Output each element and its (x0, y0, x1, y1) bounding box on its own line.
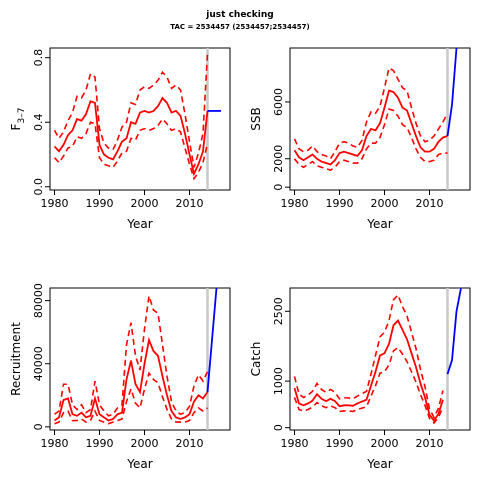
f-lower-line (53, 117, 209, 181)
catch-xtick-label: 1980 (281, 437, 309, 450)
catch-ytick-label: 2500 (272, 297, 285, 325)
f-plot-frame (49, 47, 231, 191)
recruitment-upper-line (54, 295, 209, 417)
catch-xtick-label: 1990 (326, 437, 354, 450)
recruitment-ylabel-main: Recruitment (9, 322, 23, 396)
f-xtick-label: 2010 (176, 197, 204, 210)
ssb-forecast-line (446, 48, 458, 137)
ssb-xlabel: Year (366, 217, 392, 231)
catch-ytick-label: 0 (272, 424, 285, 431)
panel-ssb: 1980 1990 2000 2010 0 2000 6000 Year SSB (249, 47, 471, 231)
recruitment-ylabel: Recruitment (9, 322, 23, 396)
catch-estimate-line (293, 319, 444, 423)
ssb-xtick-label: 2010 (416, 197, 444, 210)
catch-ylabel-main: Catch (249, 342, 263, 377)
f-ylabel: F3–7 (9, 108, 27, 131)
ssb-ytick-label: 0 (272, 184, 285, 191)
ssb-xtick-label: 2000 (371, 197, 399, 210)
recruitment-plot-frame (49, 287, 231, 431)
catch-xtick-label: 2000 (371, 437, 399, 450)
chart-title: just checking (206, 10, 274, 20)
ssb-ylabel: SSB (249, 107, 263, 130)
recruitment-ytick-label: 40000 (32, 346, 45, 381)
f-ylabel-sub: 3–7 (17, 108, 27, 124)
f-ylabel-main: F (9, 123, 23, 130)
recruitment-estimate-line (53, 336, 209, 422)
recruitment-forecast-line (206, 288, 218, 393)
catch-upper-line (293, 293, 444, 420)
ssb-plot-frame (289, 47, 471, 191)
f-estimate-line (53, 96, 209, 177)
panel-recruitment: 1980 1990 2000 2010 0 40000 80000 Year Recruitme… (9, 283, 231, 471)
f-ytick-label: 0.4 (32, 113, 45, 130)
catch-ytick-label: 1000 (272, 367, 285, 395)
recruitment-xtick-label: 2010 (176, 437, 204, 450)
catch-xlabel: Year (366, 457, 392, 471)
recruitment-ytick-label: 80000 (32, 283, 45, 318)
catch-ylabel: Catch (249, 342, 263, 377)
f-upper-line (53, 52, 209, 168)
recruitment-ytick-label: 0 (32, 423, 45, 430)
ssb-estimate-line (293, 89, 448, 166)
recruitment-xtick-label: 1980 (41, 437, 69, 450)
f-xlabel: Year (126, 217, 152, 231)
catch-plot-frame (289, 287, 471, 431)
recruitment-xlabel: Year (126, 457, 152, 471)
ssb-ytick-label: 2000 (272, 145, 285, 173)
recruitment-xtick-label: 1990 (86, 437, 114, 450)
f-ytick-label: 0.0 (32, 178, 45, 196)
ssb-upper-line (293, 66, 449, 160)
chart-subtitle: TAC = 2534457 (2534457;2534457) (170, 23, 310, 31)
f-ytick-label: 0.8 (32, 49, 45, 67)
f-xtick-label: 1980 (41, 197, 69, 210)
catch-forecast-line (446, 288, 462, 375)
panel-catch: 1980 1990 2000 2010 0 1000 2500 Year Catch (249, 287, 471, 471)
panel-f: 1980 1990 2000 2010 0.0 0.4 0.8 Year F3–7 (9, 47, 231, 231)
catch-lower-line (293, 346, 444, 425)
catch-xtick-label: 2010 (416, 437, 444, 450)
f-xtick-label: 2000 (131, 197, 159, 210)
recruitment-xtick-label: 2000 (131, 437, 159, 450)
f-xtick-label: 1990 (86, 197, 114, 210)
ssb-xtick-label: 1980 (281, 197, 309, 210)
ssb-xtick-label: 1990 (326, 197, 354, 210)
ssb-lower-line (293, 108, 448, 171)
ssb-ytick-label: 6000 (272, 88, 285, 116)
ssb-ylabel-main: SSB (249, 107, 263, 130)
